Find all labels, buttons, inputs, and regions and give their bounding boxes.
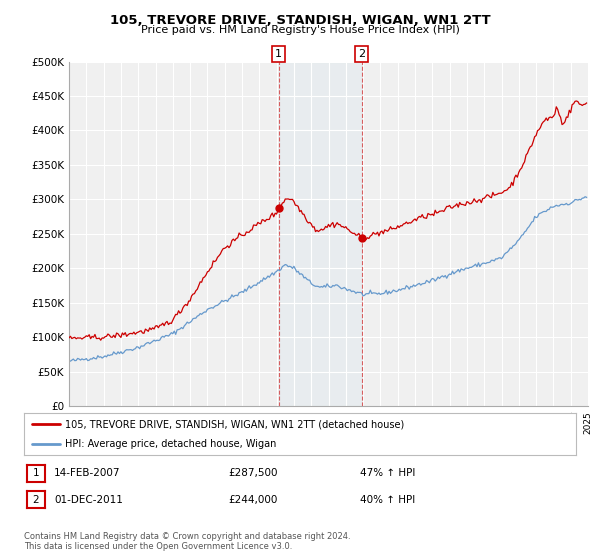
Bar [278,62,362,406]
Text: 105, TREVORE DRIVE, STANDISH, WIGAN, WN1 2TT (detached house): 105, TREVORE DRIVE, STANDISH, WIGAN, WN1… [65,419,404,429]
Text: 2: 2 [358,49,365,59]
Text: 105, TREVORE DRIVE, STANDISH, WIGAN, WN1 2TT: 105, TREVORE DRIVE, STANDISH, WIGAN, WN1… [110,14,490,27]
Text: 40% ↑ HPI: 40% ↑ HPI [360,494,415,505]
Text: 2: 2 [32,494,40,505]
Text: 14-FEB-2007: 14-FEB-2007 [54,468,121,478]
Text: £287,500: £287,500 [228,468,277,478]
Text: £244,000: £244,000 [228,494,277,505]
Text: 1: 1 [275,49,282,59]
Text: 01-DEC-2011: 01-DEC-2011 [54,494,123,505]
Text: 47% ↑ HPI: 47% ↑ HPI [360,468,415,478]
Text: HPI: Average price, detached house, Wigan: HPI: Average price, detached house, Wiga… [65,439,277,449]
Text: Contains HM Land Registry data © Crown copyright and database right 2024.
This d: Contains HM Land Registry data © Crown c… [24,532,350,552]
Text: 1: 1 [32,468,40,478]
Text: Price paid vs. HM Land Registry's House Price Index (HPI): Price paid vs. HM Land Registry's House … [140,25,460,35]
